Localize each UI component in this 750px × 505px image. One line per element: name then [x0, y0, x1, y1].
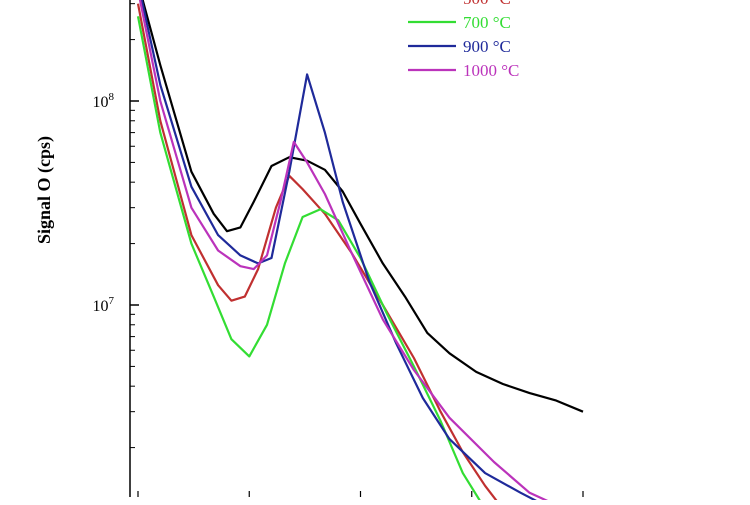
series-line-900-c: [140, 0, 547, 505]
legend-label: 500 °C: [463, 0, 511, 8]
legend-label: 900 °C: [463, 37, 511, 56]
series-line-700-c: [136, 16, 484, 505]
y-tick-label: 107: [93, 295, 115, 315]
legend: 500 °C 700 °C 900 °C 1000 °C: [408, 0, 519, 80]
series-lines: [136, 0, 584, 505]
series-line-500-c: [136, 3, 502, 505]
series-line-unlabeled-0: [141, 0, 584, 413]
legend-label: 700 °C: [463, 13, 511, 32]
series-line-1000-c: [138, 0, 560, 505]
y-axis-label: Signal O (cps): [34, 136, 55, 244]
legend-label: 1000 °C: [463, 61, 519, 80]
y-tick-label: 108: [93, 91, 115, 111]
